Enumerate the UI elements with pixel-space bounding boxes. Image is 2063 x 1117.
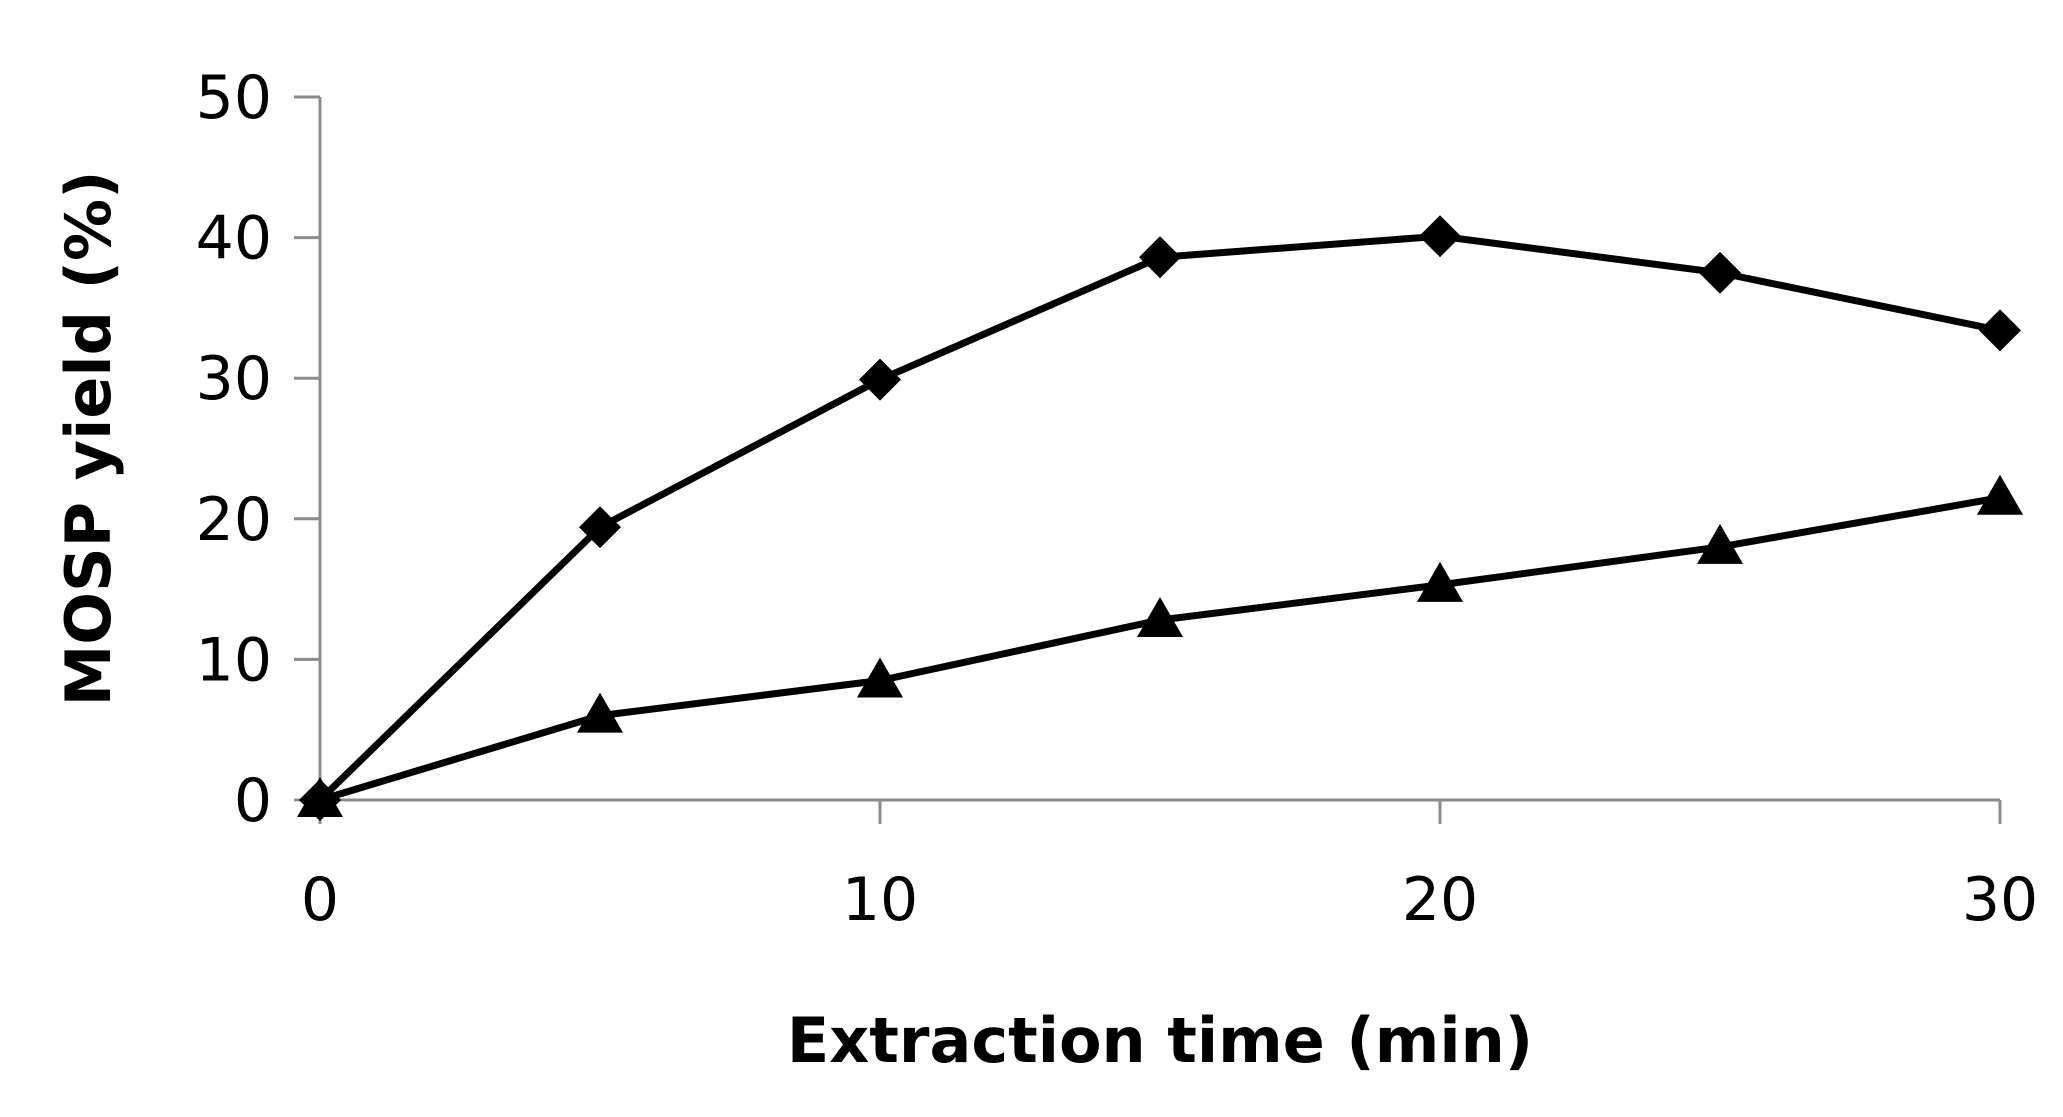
- x-tick-label: 30: [1962, 865, 2038, 935]
- data-point-triangle: [1977, 474, 2023, 515]
- y-tick-label: 40: [196, 204, 272, 274]
- x-tick-label: 10: [842, 865, 918, 935]
- data-point-triangle: [1697, 523, 1743, 564]
- data-point-triangle: [1137, 597, 1183, 638]
- y-tick-label: 50: [196, 63, 272, 133]
- data-point-diamond: [579, 506, 621, 549]
- data-point-diamond: [1139, 236, 1181, 279]
- y-tick-label: 20: [196, 485, 272, 555]
- x-tick-label: 0: [301, 865, 339, 935]
- axes: [318, 97, 2000, 802]
- y-tick-label: 30: [196, 344, 272, 414]
- x-tick-label: 20: [1402, 865, 1478, 935]
- x-ticks: 0 10 20 30: [301, 800, 2038, 935]
- series-line: [317, 232, 2001, 803]
- series-line: [318, 494, 2001, 804]
- data-point-diamond: [1419, 215, 1461, 258]
- y-ticks: 0 10 20 30 40 50: [196, 63, 320, 836]
- x-axis-title: Extraction time (min): [787, 1004, 1533, 1077]
- y-tick-label: 0: [234, 766, 272, 836]
- y-axis-title: MOSP yield (%): [52, 171, 125, 707]
- y-tick-label: 10: [196, 625, 272, 695]
- data-point-triangle: [577, 692, 623, 733]
- data-point-diamond: [859, 358, 901, 401]
- series-2: [297, 474, 2023, 817]
- data-point-diamond: [1979, 309, 2021, 352]
- series-1: [299, 215, 2021, 821]
- data-point-diamond: [1699, 251, 1741, 294]
- series-layer: [297, 215, 2023, 821]
- data-point-triangle: [1417, 561, 1463, 602]
- data-point-triangle: [297, 777, 343, 817]
- data-point-triangle: [857, 657, 903, 698]
